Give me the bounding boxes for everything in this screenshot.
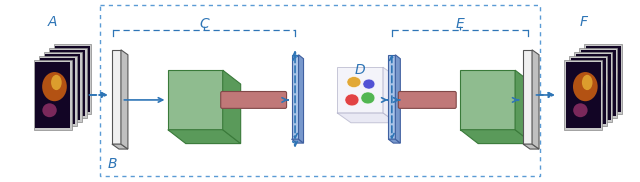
Ellipse shape	[582, 75, 593, 90]
Ellipse shape	[62, 87, 77, 101]
Bar	[49, 48, 86, 118]
Ellipse shape	[592, 67, 602, 82]
Bar	[35, 62, 70, 128]
Polygon shape	[532, 50, 539, 149]
Polygon shape	[168, 70, 223, 130]
Bar	[571, 58, 606, 124]
Ellipse shape	[347, 77, 361, 88]
Bar	[564, 60, 602, 130]
Text: C: C	[200, 17, 209, 31]
Polygon shape	[460, 130, 533, 144]
Ellipse shape	[583, 64, 607, 93]
Ellipse shape	[66, 63, 77, 78]
Ellipse shape	[602, 59, 612, 74]
Ellipse shape	[56, 71, 67, 86]
Bar	[586, 46, 621, 112]
Polygon shape	[112, 144, 128, 149]
Bar	[575, 52, 612, 122]
Ellipse shape	[42, 103, 57, 117]
Polygon shape	[292, 139, 303, 143]
Ellipse shape	[587, 71, 598, 86]
Ellipse shape	[57, 60, 82, 89]
FancyBboxPatch shape	[398, 92, 456, 108]
Polygon shape	[337, 67, 383, 113]
Ellipse shape	[42, 72, 67, 101]
Text: F: F	[579, 15, 588, 29]
Polygon shape	[388, 139, 401, 143]
Polygon shape	[168, 130, 241, 144]
Ellipse shape	[62, 56, 87, 85]
Polygon shape	[515, 70, 533, 144]
Ellipse shape	[47, 99, 61, 113]
Bar	[566, 62, 601, 128]
Ellipse shape	[573, 72, 598, 101]
Bar	[44, 52, 81, 122]
Text: B: B	[108, 157, 117, 171]
Polygon shape	[298, 55, 303, 143]
Bar	[576, 54, 611, 120]
Bar	[55, 46, 90, 112]
Polygon shape	[337, 113, 397, 123]
Polygon shape	[121, 50, 128, 149]
Ellipse shape	[51, 75, 61, 90]
FancyBboxPatch shape	[221, 92, 287, 108]
Polygon shape	[523, 144, 539, 149]
Bar	[579, 48, 618, 118]
Polygon shape	[292, 55, 298, 139]
Bar	[570, 56, 607, 126]
Polygon shape	[112, 50, 121, 144]
Ellipse shape	[597, 63, 607, 78]
Ellipse shape	[61, 67, 72, 82]
Bar	[38, 56, 77, 126]
Text: E: E	[455, 17, 464, 31]
Text: A: A	[48, 15, 58, 29]
Bar	[584, 44, 622, 114]
Bar	[34, 60, 72, 130]
Bar	[40, 58, 75, 124]
Ellipse shape	[363, 79, 375, 89]
Ellipse shape	[588, 91, 603, 105]
Polygon shape	[523, 50, 532, 144]
Bar	[581, 50, 616, 116]
Polygon shape	[460, 70, 515, 130]
Polygon shape	[396, 55, 401, 143]
Ellipse shape	[573, 103, 588, 117]
Polygon shape	[383, 67, 397, 123]
Bar	[50, 50, 85, 116]
Ellipse shape	[71, 59, 82, 74]
Ellipse shape	[58, 91, 72, 105]
Ellipse shape	[583, 95, 598, 109]
Ellipse shape	[578, 68, 603, 97]
Polygon shape	[388, 55, 396, 139]
Polygon shape	[223, 70, 241, 144]
Ellipse shape	[52, 95, 67, 109]
Ellipse shape	[593, 87, 607, 101]
Ellipse shape	[345, 94, 359, 106]
Bar	[54, 44, 92, 114]
Bar	[45, 54, 80, 120]
Ellipse shape	[361, 92, 375, 104]
Ellipse shape	[52, 64, 77, 93]
Ellipse shape	[578, 99, 593, 113]
Ellipse shape	[593, 56, 618, 85]
Text: D: D	[355, 63, 365, 77]
Ellipse shape	[47, 68, 72, 97]
Ellipse shape	[588, 60, 612, 89]
